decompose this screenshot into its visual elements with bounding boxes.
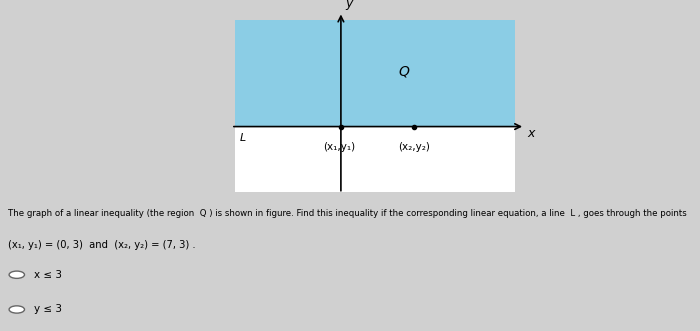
- Text: (x₁,y₁): (x₁,y₁): [323, 142, 356, 153]
- Text: x ≤ 3: x ≤ 3: [34, 270, 62, 280]
- Text: (x₂,y₂): (x₂,y₂): [398, 142, 430, 153]
- Text: y ≤ 3: y ≤ 3: [34, 305, 62, 314]
- Text: x: x: [527, 127, 535, 140]
- Text: Q: Q: [398, 65, 409, 78]
- Bar: [234, 20, 514, 126]
- Circle shape: [9, 271, 25, 278]
- Circle shape: [9, 306, 25, 313]
- Text: (x₁, y₁) = (0, 3)  and  (x₂, y₂) = (7, 3) .: (x₁, y₁) = (0, 3) and (x₂, y₂) = (7, 3) …: [8, 240, 196, 250]
- Text: y: y: [345, 0, 353, 10]
- Text: L: L: [240, 133, 246, 143]
- Bar: [234, 20, 514, 192]
- Text: The graph of a linear inequality (the region  Q ) is shown in figure. Find this : The graph of a linear inequality (the re…: [8, 209, 687, 217]
